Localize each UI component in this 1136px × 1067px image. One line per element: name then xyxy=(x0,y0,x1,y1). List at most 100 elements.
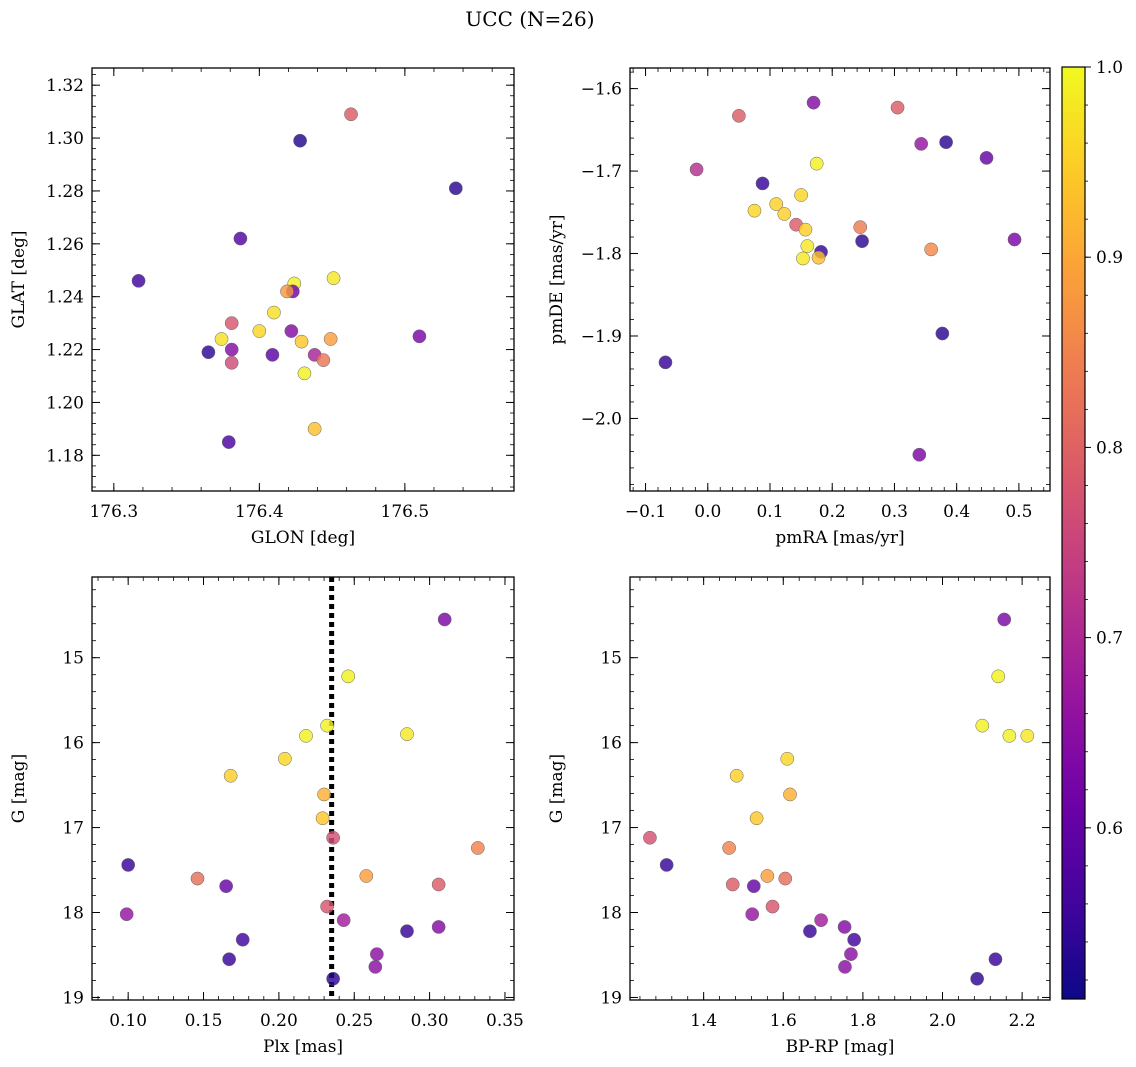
scatter-point xyxy=(368,960,383,974)
scatter-point xyxy=(970,971,984,986)
panel-plx-g: 0.10 0.15 0.20 0.25 0.30 0.35 15 16 17 18 19 Plx [m… xyxy=(9,576,524,1057)
colorbar-tick-label: 0.6 xyxy=(1096,819,1123,839)
colorbar: 0.6 0.7 0.8 0.9 1.0 xyxy=(1061,58,1123,1000)
x-tick-label: 0.0 xyxy=(694,502,721,522)
scatter-point xyxy=(777,207,792,221)
scatter-point xyxy=(890,100,905,115)
scatter-point xyxy=(119,907,134,922)
y-tick-label: 1.26 xyxy=(46,235,84,255)
x-tick-label: 0.30 xyxy=(411,1011,449,1031)
scatter-point xyxy=(293,133,307,148)
scatter-point xyxy=(224,316,239,330)
scatter-point xyxy=(400,924,414,939)
scatter-point xyxy=(794,188,808,202)
y-tick-label: 1.24 xyxy=(46,288,84,308)
y-tick-label: −1.8 xyxy=(581,245,622,265)
ticks: 176.3 176.4 176.5 1.18 1.20 1.22 1.24 1.26 1.28 1… xyxy=(46,68,514,522)
y-tick-label: 15 xyxy=(600,649,622,669)
y-tick-label: 18 xyxy=(600,904,622,924)
x-tick-label: 0.3 xyxy=(881,502,908,522)
scatter-point xyxy=(341,669,356,684)
scatter-point xyxy=(326,830,340,845)
y-tick-label: 16 xyxy=(600,734,622,754)
scatter-point xyxy=(855,234,869,249)
x-tick-label: 176.5 xyxy=(381,502,430,522)
scatter-point xyxy=(798,222,813,237)
scatter-point xyxy=(233,231,248,246)
scatter-point xyxy=(317,787,331,802)
scatter-point xyxy=(278,751,292,766)
y-tick-label: 16 xyxy=(62,734,84,754)
scatter-point xyxy=(344,107,358,122)
x-tick-label: 1.4 xyxy=(690,1011,717,1031)
y-tick-label: 1.20 xyxy=(46,393,84,413)
y-axis-label: pmDE [mas/yr] xyxy=(547,214,567,344)
scatter-point xyxy=(796,251,810,266)
x-tick-label: −0.1 xyxy=(625,502,666,522)
scatter-point xyxy=(320,899,334,914)
scatter-point xyxy=(747,203,762,218)
ticks: −0.1 0.0 0.1 0.2 0.3 0.4 0.5 −2.0 −1.9 −1.8 −1.7 −1… xyxy=(581,68,1050,522)
scatter-point xyxy=(746,879,761,894)
scatter-point xyxy=(935,326,950,341)
scatter-point xyxy=(847,932,861,947)
scatter-point xyxy=(725,877,740,892)
scatter-point xyxy=(280,284,294,299)
scatter-point xyxy=(316,353,331,367)
colorbar-tick-label: 0.8 xyxy=(1096,438,1123,458)
x-tick-label: 0.5 xyxy=(1005,502,1032,522)
y-tick-label: 1.22 xyxy=(46,341,84,361)
y-axis-label: G [mag] xyxy=(547,754,567,823)
panel-bprp-g: 1.4 1.6 1.8 2.0 2.2 15 16 17 18 19 BP-RP [mag] G [m… xyxy=(547,576,1051,1057)
scatter-point xyxy=(755,176,770,191)
scatter-points xyxy=(119,612,485,986)
scatter-points xyxy=(131,107,463,449)
y-tick-label: −2.0 xyxy=(581,409,622,429)
x-tick-label: 0.2 xyxy=(819,502,846,522)
scatter-point xyxy=(320,718,334,733)
scatter-point xyxy=(803,924,817,939)
scatter-point xyxy=(991,669,1006,684)
scatter-point xyxy=(370,947,384,961)
scatter-point xyxy=(659,858,674,872)
x-axis-label: pmRA [mas/yr] xyxy=(775,528,904,548)
scatter-point xyxy=(431,920,446,934)
scatter-point xyxy=(912,447,927,462)
y-tick-label: 1.18 xyxy=(46,446,84,466)
scatter-point xyxy=(252,324,267,338)
scatter-point xyxy=(224,342,239,357)
x-tick-label: 0.20 xyxy=(260,1011,298,1031)
scatter-points xyxy=(643,612,1035,986)
x-tick-label: 0.15 xyxy=(185,1011,223,1031)
scatter-point xyxy=(988,952,1003,967)
x-tick-label: 0.1 xyxy=(756,502,783,522)
scatter-point xyxy=(214,332,229,346)
scatter-point xyxy=(809,156,824,171)
colorbar-tick-label: 0.9 xyxy=(1096,248,1123,268)
scatter-point xyxy=(431,877,446,892)
scatter-point xyxy=(131,273,146,288)
scatter-point xyxy=(326,271,341,286)
y-tick-label: −1.7 xyxy=(581,162,622,182)
scatter-point xyxy=(1020,728,1035,743)
ticks: 1.4 1.6 1.8 2.0 2.2 15 16 17 18 19 xyxy=(600,577,1050,1031)
scatter-point xyxy=(284,324,299,338)
scatter-point xyxy=(749,811,764,826)
scatter-point xyxy=(294,334,309,349)
axes-frame xyxy=(629,67,1051,492)
x-tick-label: 0.4 xyxy=(943,502,970,522)
panel-glon-glat: 176.3 176.4 176.5 1.18 1.20 1.22 1.24 1.26 1.28 1… xyxy=(9,67,515,548)
scatter-point xyxy=(838,960,852,974)
y-tick-label: 17 xyxy=(62,819,84,839)
x-axis-label: GLON [deg] xyxy=(251,528,355,548)
scatter-point xyxy=(643,830,657,845)
y-tick-label: 15 xyxy=(62,649,84,669)
scatter-point xyxy=(400,727,414,741)
scatter-point xyxy=(769,197,784,211)
y-tick-label: 17 xyxy=(600,819,622,839)
scatter-point xyxy=(811,250,826,265)
scatter-point xyxy=(780,751,795,766)
y-axis-label: GLAT [deg] xyxy=(9,230,29,328)
scatter-point xyxy=(914,137,929,151)
scatter-point xyxy=(299,728,313,743)
